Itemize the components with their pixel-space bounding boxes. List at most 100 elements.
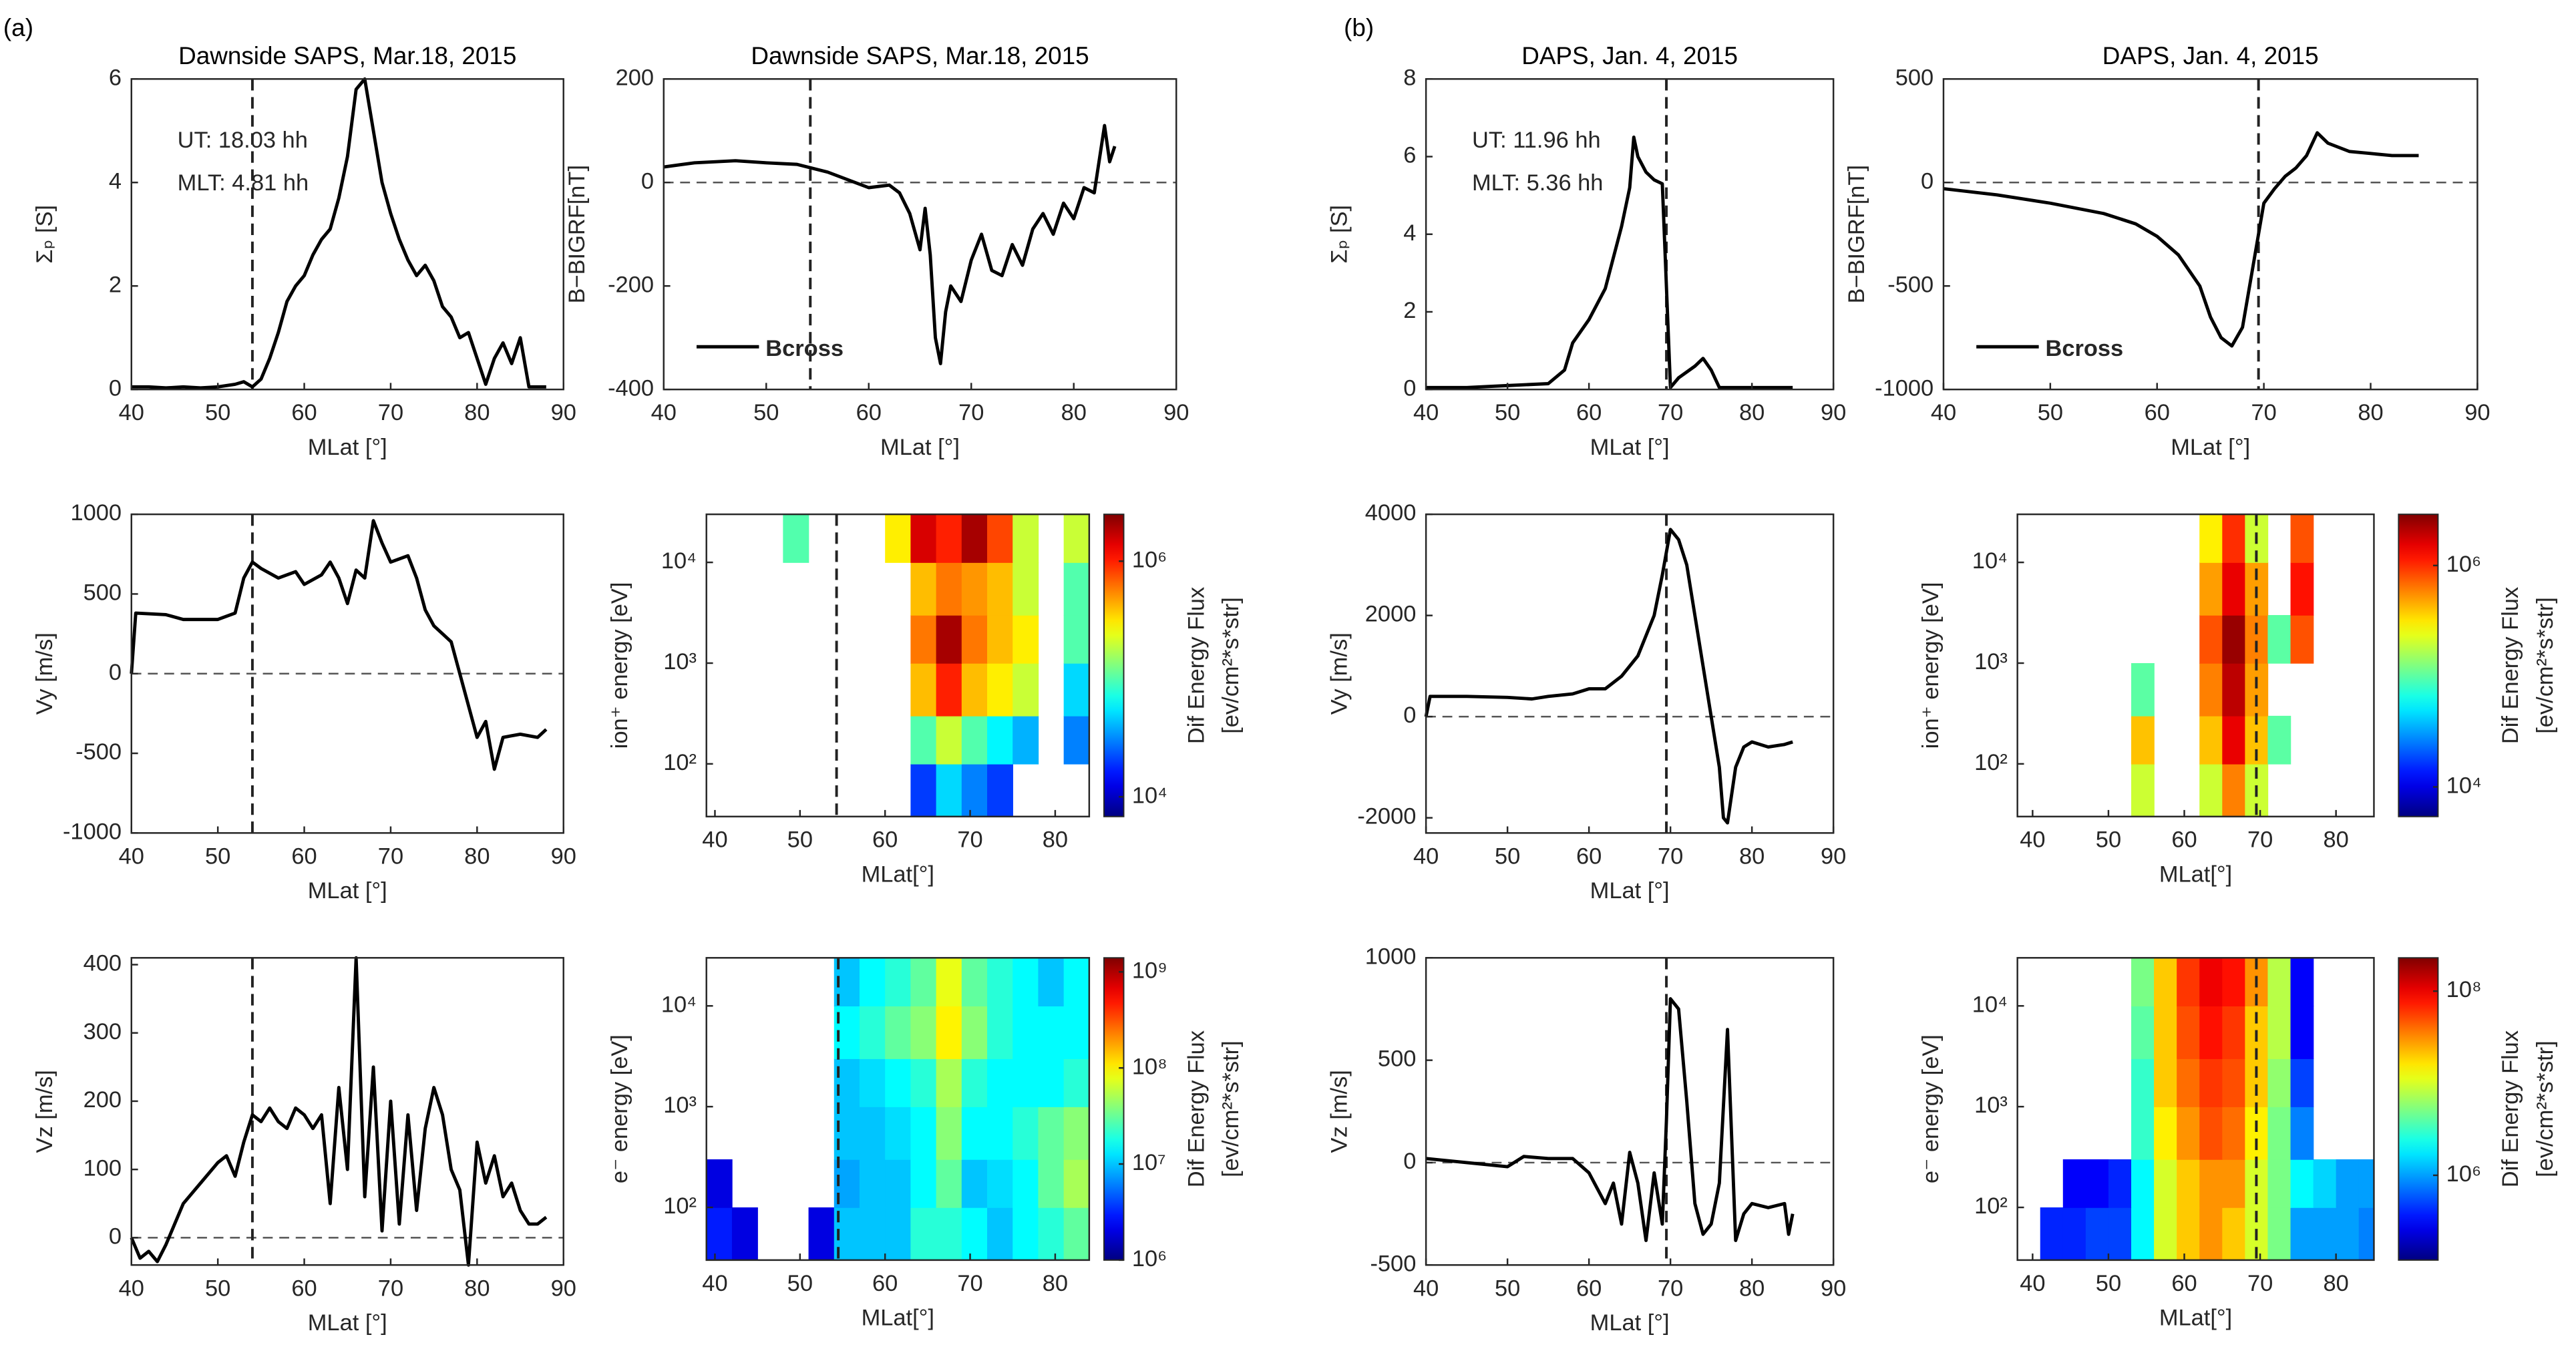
y-tick-label: 0 xyxy=(1403,375,1416,401)
heatmap-cell xyxy=(885,1207,912,1261)
heatmap-cell xyxy=(2290,1107,2314,1160)
x-tick-label: 40 xyxy=(2020,1271,2045,1296)
x-axis-label: MLat [°] xyxy=(308,878,387,904)
y-tick-label: 10³ xyxy=(663,1093,697,1118)
heatmap-cell xyxy=(1013,1207,1039,1261)
heatmap-cell xyxy=(910,715,937,765)
y-tick-label: 10³ xyxy=(1974,649,2008,674)
heatmap-cell xyxy=(2199,958,2223,1007)
heatmap-cell xyxy=(2313,1159,2337,1208)
x-tick-label: 40 xyxy=(702,1271,727,1296)
y-tick-label: 400 xyxy=(83,951,122,976)
y-tick-label: -2000 xyxy=(1357,804,1416,829)
colorbar-label: [ev/cm²*s*str] xyxy=(1218,1040,1244,1177)
data-line xyxy=(1426,136,1793,389)
x-tick-label: 50 xyxy=(2096,1271,2121,1296)
y-tick-label: 500 xyxy=(83,580,122,606)
x-tick-label: 50 xyxy=(2096,827,2121,853)
x-tick-label: 40 xyxy=(119,843,144,869)
heatmap-cell xyxy=(961,514,988,563)
y-axis-label: Σₚ [S] xyxy=(32,205,57,264)
heatmap-cell xyxy=(859,1159,886,1208)
heatmap-cell xyxy=(1038,1006,1065,1059)
y-tick-label: 2000 xyxy=(1365,602,1417,627)
heatmap-cell xyxy=(885,1159,912,1208)
heatmap-cell xyxy=(2222,763,2246,817)
heatmap-cell xyxy=(961,1058,988,1107)
x-tick-label: 60 xyxy=(2171,827,2197,853)
heatmap-cell xyxy=(987,514,1013,563)
heatmap-cell xyxy=(2336,1207,2360,1261)
x-tick-label: 40 xyxy=(1413,1276,1439,1301)
heatmap-cell xyxy=(2154,1107,2177,1160)
y-tick-label: 0 xyxy=(1921,168,1934,194)
heatmap-cell xyxy=(1063,715,1090,765)
heatmap-cell xyxy=(987,1207,1013,1261)
heatmap-cell xyxy=(1063,615,1090,664)
heatmap-cell xyxy=(2222,1107,2246,1160)
heatmap-cell xyxy=(2131,1159,2155,1208)
x-tick-label: 90 xyxy=(1821,400,1846,425)
heatmap-cell xyxy=(987,1107,1013,1160)
heatmap-cell xyxy=(1063,1107,1090,1160)
x-tick-label: 40 xyxy=(1931,400,1956,425)
heatmap-cell xyxy=(2177,1159,2200,1208)
axes-box xyxy=(663,78,1177,391)
heatmap-cell xyxy=(731,1207,758,1261)
x-axis-label: MLat[°] xyxy=(2159,861,2232,887)
colorbar-label: [ev/cm²*s*str] xyxy=(2533,1040,2558,1177)
y-tick-label: -500 xyxy=(1370,1251,1416,1276)
x-tick-label: 80 xyxy=(2324,827,2349,853)
heatmap-cell xyxy=(1063,562,1090,616)
heatmap-cell xyxy=(2290,514,2314,563)
heatmap-cell xyxy=(2290,1207,2314,1261)
x-tick-label: 40 xyxy=(651,400,677,425)
axes-box xyxy=(1425,78,1835,391)
panel-label: (a) xyxy=(3,14,33,41)
heatmap-cell xyxy=(961,1006,988,1059)
x-tick-label: 90 xyxy=(551,1276,576,1301)
x-tick-label: 80 xyxy=(464,843,490,869)
y-tick-label: 0 xyxy=(641,168,654,194)
data-line xyxy=(1943,131,2419,348)
x-tick-label: 70 xyxy=(2251,400,2276,425)
x-tick-label: 40 xyxy=(119,400,144,425)
heatmap-cell xyxy=(2267,715,2291,765)
data-line xyxy=(130,519,548,771)
x-axis-label: MLat [°] xyxy=(880,435,960,460)
heatmap-cell xyxy=(2222,1159,2246,1208)
heatmap-cell xyxy=(1013,1006,1039,1059)
heatmap-cell xyxy=(987,1159,1013,1208)
heatmap-cell xyxy=(2062,1159,2086,1208)
panel-label: (b) xyxy=(1344,14,1374,41)
y-tick-label: -500 xyxy=(1887,272,1934,297)
heatmap-cell xyxy=(2267,615,2291,664)
x-tick-label: 70 xyxy=(2247,827,2273,853)
heatmap-cell xyxy=(910,763,937,817)
y-axis-label: Σₚ [S] xyxy=(1326,205,1352,264)
x-tick-label: 70 xyxy=(1658,843,1683,869)
data-line xyxy=(663,124,1117,365)
x-tick-label: 80 xyxy=(2324,1271,2349,1296)
heatmap-cell xyxy=(2108,1207,2132,1261)
heatmap-cell xyxy=(936,1058,962,1107)
x-tick-label: 60 xyxy=(291,400,317,425)
heatmap-cell xyxy=(859,1107,886,1160)
x-tick-label: 60 xyxy=(1576,1276,1602,1301)
heatmap-cell xyxy=(2267,1107,2291,1160)
y-tick-label: 4 xyxy=(109,168,122,194)
y-tick-label: 10⁴ xyxy=(661,548,697,574)
y-tick-label: 6 xyxy=(1403,143,1416,168)
axes-box xyxy=(2016,513,2375,817)
heatmap-cell xyxy=(987,562,1013,616)
y-tick-label: 4 xyxy=(1403,220,1416,246)
y-tick-label: 6 xyxy=(109,65,122,90)
heatmap-cell xyxy=(910,1107,937,1160)
heatmap-cell xyxy=(936,1207,962,1261)
heatmap-cell xyxy=(2313,1207,2337,1261)
heatmap-cell xyxy=(2199,562,2223,616)
heatmap-cell xyxy=(2131,958,2155,1007)
x-axis-label: MLat[°] xyxy=(862,861,934,887)
heatmap-cell xyxy=(910,615,937,664)
